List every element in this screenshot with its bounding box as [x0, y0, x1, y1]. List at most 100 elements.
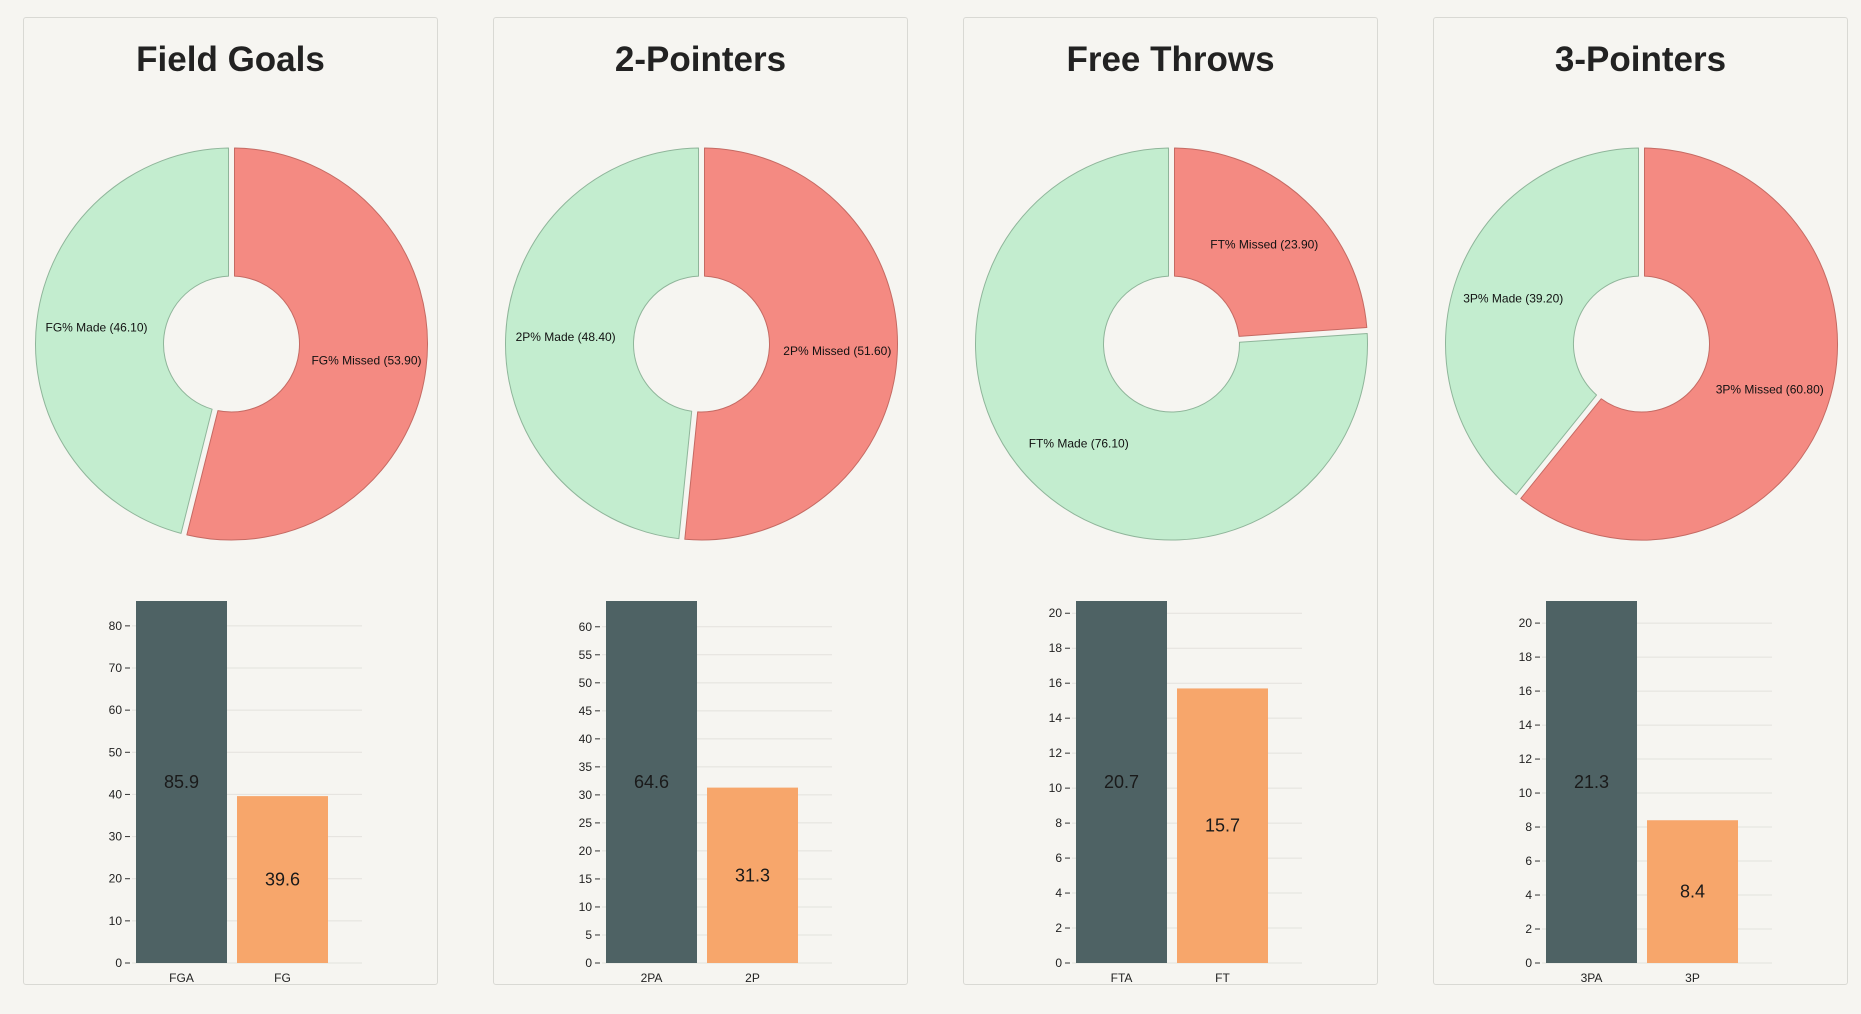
slice-label-made: FT% Made (76.10) [1029, 436, 1129, 450]
bar-chart: 0 10 20 30 40 50 60 70 80 85.9 FGA 39.6 FG [109, 601, 362, 985]
slice-missed [1173, 147, 1368, 337]
y-tick-label: 5 [585, 928, 592, 942]
x-tick-label: 3P [1685, 971, 1700, 985]
slice-made [975, 147, 1368, 541]
y-tick-label: 0 [115, 956, 122, 970]
y-tick-label: 45 [579, 704, 593, 718]
bar-makes [707, 787, 798, 963]
bar-attempts [606, 601, 697, 963]
bar-value-label: 85.9 [164, 772, 199, 792]
slice-missed [186, 147, 428, 541]
slice-label-made: 3P% Made (39.20) [1463, 292, 1563, 306]
panel-free-throws: Free Throws FT% Missed (23.90) FT% Made (… [963, 17, 1378, 985]
x-tick-label: FGA [169, 971, 194, 985]
y-tick-label: 20 [579, 844, 593, 858]
y-tick-label: 30 [109, 830, 123, 844]
y-tick-label: 10 [109, 914, 123, 928]
y-tick-label: 60 [579, 620, 593, 634]
y-tick-label: 10 [1049, 781, 1063, 795]
y-tick-label: 30 [579, 788, 593, 802]
slice-made [35, 147, 230, 534]
y-tick-label: 40 [579, 732, 593, 746]
y-tick-label: 6 [1055, 851, 1062, 865]
x-tick-label: FTA [1111, 971, 1133, 985]
y-tick-label: 14 [1519, 718, 1533, 732]
y-tick-label: 8 [1525, 820, 1532, 834]
y-tick-label: 16 [1049, 676, 1063, 690]
slice-label-missed: FG% Missed (53.90) [311, 354, 421, 368]
donut-chart: FG% Missed (53.90) FG% Made (46.10) [35, 147, 428, 541]
bar-value-label: 39.6 [265, 870, 300, 890]
y-tick-label: 50 [109, 745, 123, 759]
slice-label-made: 2P% Made (48.40) [516, 330, 616, 344]
slice-label-missed: FT% Missed (23.90) [1210, 238, 1318, 252]
bar-value-label: 20.7 [1104, 772, 1139, 792]
y-tick-label: 0 [585, 956, 592, 970]
y-tick-label: 18 [1519, 650, 1533, 664]
panel-title: 3-Pointers [1554, 40, 1727, 79]
slice-label-missed: 3P% Missed (60.80) [1716, 382, 1824, 396]
y-tick-label: 8 [1055, 816, 1062, 830]
slice-missed [684, 147, 898, 541]
bar-makes [237, 796, 328, 963]
y-tick-label: 60 [109, 703, 123, 717]
slice-missed [1520, 147, 1838, 541]
y-tick-label: 16 [1519, 684, 1533, 698]
y-tick-label: 12 [1519, 752, 1533, 766]
y-tick-label: 25 [579, 816, 593, 830]
y-tick-label: 20 [1049, 606, 1063, 620]
x-tick-label: 2P [745, 971, 760, 985]
y-tick-label: 0 [1055, 956, 1062, 970]
y-tick-label: 40 [109, 787, 123, 801]
bar-value-label: 15.7 [1205, 816, 1240, 836]
bar-makes [1647, 820, 1738, 963]
panel-3-pointers: 3-Pointers 3P% Missed (60.80) 3P% Made (3… [1433, 17, 1848, 985]
bar-makes [1177, 688, 1268, 963]
y-tick-label: 18 [1049, 641, 1063, 655]
x-tick-label: 3PA [1581, 971, 1603, 985]
y-tick-label: 10 [1519, 786, 1533, 800]
y-tick-label: 2 [1055, 921, 1062, 935]
y-tick-label: 20 [1519, 616, 1533, 630]
panel-title: 2-Pointers [614, 40, 787, 79]
y-tick-label: 35 [579, 760, 593, 774]
y-tick-label: 14 [1049, 711, 1063, 725]
donut-chart: 3P% Missed (60.80) 3P% Made (39.20) [1445, 147, 1838, 541]
y-tick-label: 15 [579, 872, 593, 886]
donut-chart: 2P% Missed (51.60) 2P% Made (48.40) [505, 147, 898, 541]
bar-chart: 0 2 4 6 8 10 12 14 16 18 20 21.3 3PA 8.4 3P [1519, 601, 1772, 985]
x-tick-label: FT [1215, 971, 1230, 985]
y-tick-label: 2 [1525, 922, 1532, 936]
y-tick-label: 0 [1525, 956, 1532, 970]
bar-value-label: 8.4 [1680, 882, 1705, 902]
y-tick-label: 4 [1055, 886, 1062, 900]
bar-value-label: 64.6 [634, 772, 669, 792]
y-tick-label: 20 [109, 872, 123, 886]
bar-chart: 0 5 10 15 20 25 30 35 40 45 50 55 60 64.6 2PA 31.3 2P [579, 601, 832, 985]
bar-value-label: 21.3 [1574, 772, 1609, 792]
bar-attempts [1076, 601, 1167, 963]
y-tick-label: 12 [1049, 746, 1063, 760]
panel-title: Field Goals [136, 40, 325, 79]
slice-made [505, 147, 700, 540]
panel-2-pointers: 2-Pointers 2P% Missed (51.60) 2P% Made (4… [493, 17, 908, 985]
y-tick-label: 50 [579, 676, 593, 690]
y-tick-label: 4 [1525, 888, 1532, 902]
slice-label-made: FG% Made (46.10) [45, 320, 147, 334]
donut-chart: FT% Missed (23.90) FT% Made (76.10) [975, 147, 1368, 541]
y-tick-label: 55 [579, 648, 593, 662]
x-tick-label: 2PA [641, 971, 663, 985]
y-tick-label: 6 [1525, 854, 1532, 868]
panel-title: Free Throws [1066, 40, 1275, 79]
y-tick-label: 80 [109, 619, 123, 633]
bar-attempts [1546, 601, 1637, 963]
x-tick-label: FG [274, 971, 291, 985]
y-tick-label: 10 [579, 900, 593, 914]
bar-value-label: 31.3 [735, 865, 770, 885]
bar-chart: 0 2 4 6 8 10 12 14 16 18 20 20.7 FTA 15.7 FT [1049, 601, 1302, 985]
slice-made [1445, 147, 1640, 496]
y-tick-label: 70 [109, 661, 123, 675]
bar-attempts [136, 601, 227, 963]
panel-field-goals: Field Goals FG% Missed (53.90) FG% Made (… [23, 17, 438, 985]
slice-label-missed: 2P% Missed (51.60) [783, 344, 891, 358]
